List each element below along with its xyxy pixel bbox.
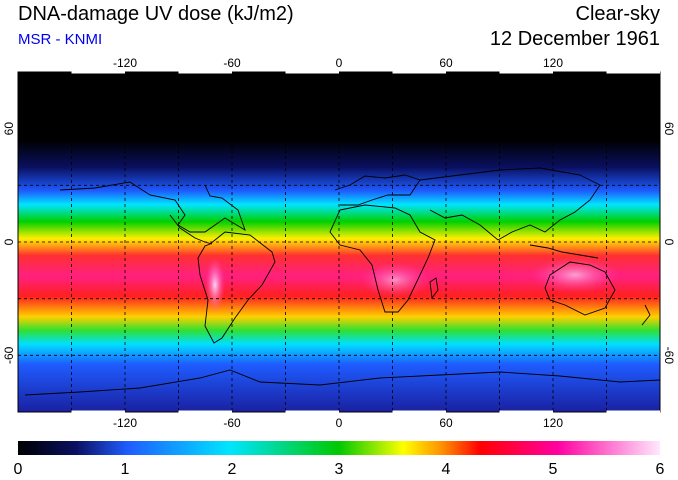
map-title: DNA-damage UV dose (kJ/m2)	[18, 3, 294, 25]
frame-bands	[71, 70, 660, 414]
andes-hotspot	[205, 257, 225, 313]
australia-hotspot	[530, 257, 620, 293]
colorbar-label-0: 0	[14, 461, 23, 478]
graticule	[18, 72, 660, 412]
map-date: 12 December 1961	[489, 28, 660, 50]
australia-coast	[544, 261, 616, 316]
sky-condition: Clear-sky	[575, 3, 660, 25]
colorbar-label-4: 4	[442, 461, 451, 478]
lat-label-left-60: 60	[2, 122, 16, 136]
south-america-coast	[197, 231, 276, 344]
colorbar-label-2: 2	[228, 461, 237, 478]
central-america-coast	[169, 214, 213, 245]
new-zealand-coast	[641, 304, 651, 326]
lat-label-right-0: 0	[662, 239, 676, 246]
lat-label-right-60: 60	[662, 122, 676, 136]
colorbar-label-5: 5	[549, 461, 558, 478]
colorbar-label-6: 6	[656, 461, 665, 478]
lon-label-top-minus-120: -120	[113, 56, 137, 70]
lon-label-bottom-120: 120	[543, 416, 563, 430]
asia-coast	[419, 167, 601, 241]
africa-coast	[329, 204, 436, 313]
colorbar-label-1: 1	[121, 461, 130, 478]
coastlines	[24, 167, 661, 396]
colorbar	[18, 441, 660, 455]
lon-label-bottom-minus-120: -120	[113, 416, 137, 430]
lat-label-right-minus-60: -60	[662, 347, 676, 365]
lon-label-top-0: 0	[336, 56, 343, 70]
antarctica-coast	[24, 369, 661, 396]
lon-label-bottom-0: 0	[336, 416, 343, 430]
lon-label-top-120: 120	[543, 56, 563, 70]
indonesia-coast	[529, 244, 599, 259]
lat-label-left-0: 0	[2, 238, 16, 245]
lon-label-bottom-60: 60	[439, 416, 453, 430]
lon-label-bottom-minus-60: -60	[223, 416, 241, 430]
map-subtitle: MSR - KNMI	[18, 31, 103, 48]
africa-hotspot	[360, 262, 430, 298]
madagascar-coast	[429, 277, 439, 300]
lat-label-left-minus-60: -60	[2, 346, 16, 364]
north-america-coast	[59, 181, 246, 233]
colorbar-label-3: 3	[335, 461, 344, 478]
lon-label-top-60: 60	[439, 56, 453, 70]
lon-label-top-minus-60: -60	[223, 56, 241, 70]
